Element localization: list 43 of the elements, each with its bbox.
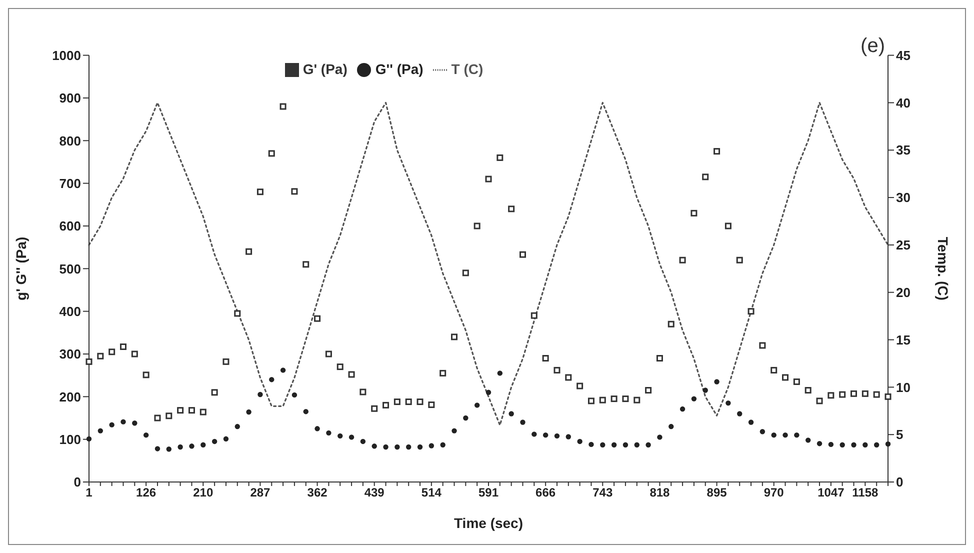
x-axis-title: Time (sec): [454, 515, 523, 531]
x-tick-label: 1: [86, 486, 93, 500]
x-tick-label: 439: [364, 486, 385, 500]
x-tick-label: 210: [193, 486, 214, 500]
legend-label: G'' (Pa): [375, 61, 424, 77]
x-tick-label: 1047: [818, 486, 845, 500]
x-tick-label: 1158: [852, 486, 879, 500]
y2-tick-label: 40: [896, 95, 910, 110]
y-tick-label: 1000: [52, 48, 81, 63]
x-tick-label: 514: [421, 486, 442, 500]
x-tick-label: 362: [307, 486, 328, 500]
x-tick-label: 895: [706, 486, 728, 500]
y-tick-label: 300: [59, 346, 81, 362]
y-tick-label: 900: [59, 90, 81, 106]
y2-tick-label: 10: [896, 380, 910, 395]
x-tick-label: 743: [592, 486, 613, 500]
y2-tick-label: 20: [896, 284, 910, 300]
y2-tick-label: 15: [896, 332, 910, 348]
legend-label: G' (Pa): [302, 61, 348, 77]
y2-tick-label: 30: [896, 190, 910, 206]
x-tick-label: 591: [478, 486, 499, 500]
y-tick-label: 100: [59, 432, 81, 447]
y-tick-label: 800: [59, 133, 81, 148]
y2-tick-label: 45: [896, 48, 910, 63]
x-tick-label: 126: [136, 486, 156, 500]
y-axis-title: g' G'' (Pa): [12, 236, 29, 300]
legend-label: T (C): [451, 61, 484, 77]
y2-tick-label: 25: [896, 238, 910, 253]
y2-tick-label: 0: [896, 474, 904, 490]
y-tick-label: 700: [59, 176, 81, 191]
y2-tick-label: 5: [896, 427, 904, 442]
x-tick-label: 666: [536, 486, 556, 500]
y2-tick-label: 35: [896, 142, 910, 158]
x-tick-label: 287: [250, 486, 271, 500]
y2-axis-title: Temp. (C): [935, 236, 952, 300]
y-tick-label: 600: [59, 218, 81, 234]
y-tick-label: 500: [59, 261, 81, 276]
x-tick-label: 818: [650, 486, 670, 500]
y-tick-label: 0: [74, 474, 81, 490]
x-tick-label: 970: [764, 486, 784, 500]
y-tick-label: 400: [59, 304, 81, 319]
y-tick-label: 200: [59, 389, 81, 404]
annotation: (e): [860, 35, 885, 58]
